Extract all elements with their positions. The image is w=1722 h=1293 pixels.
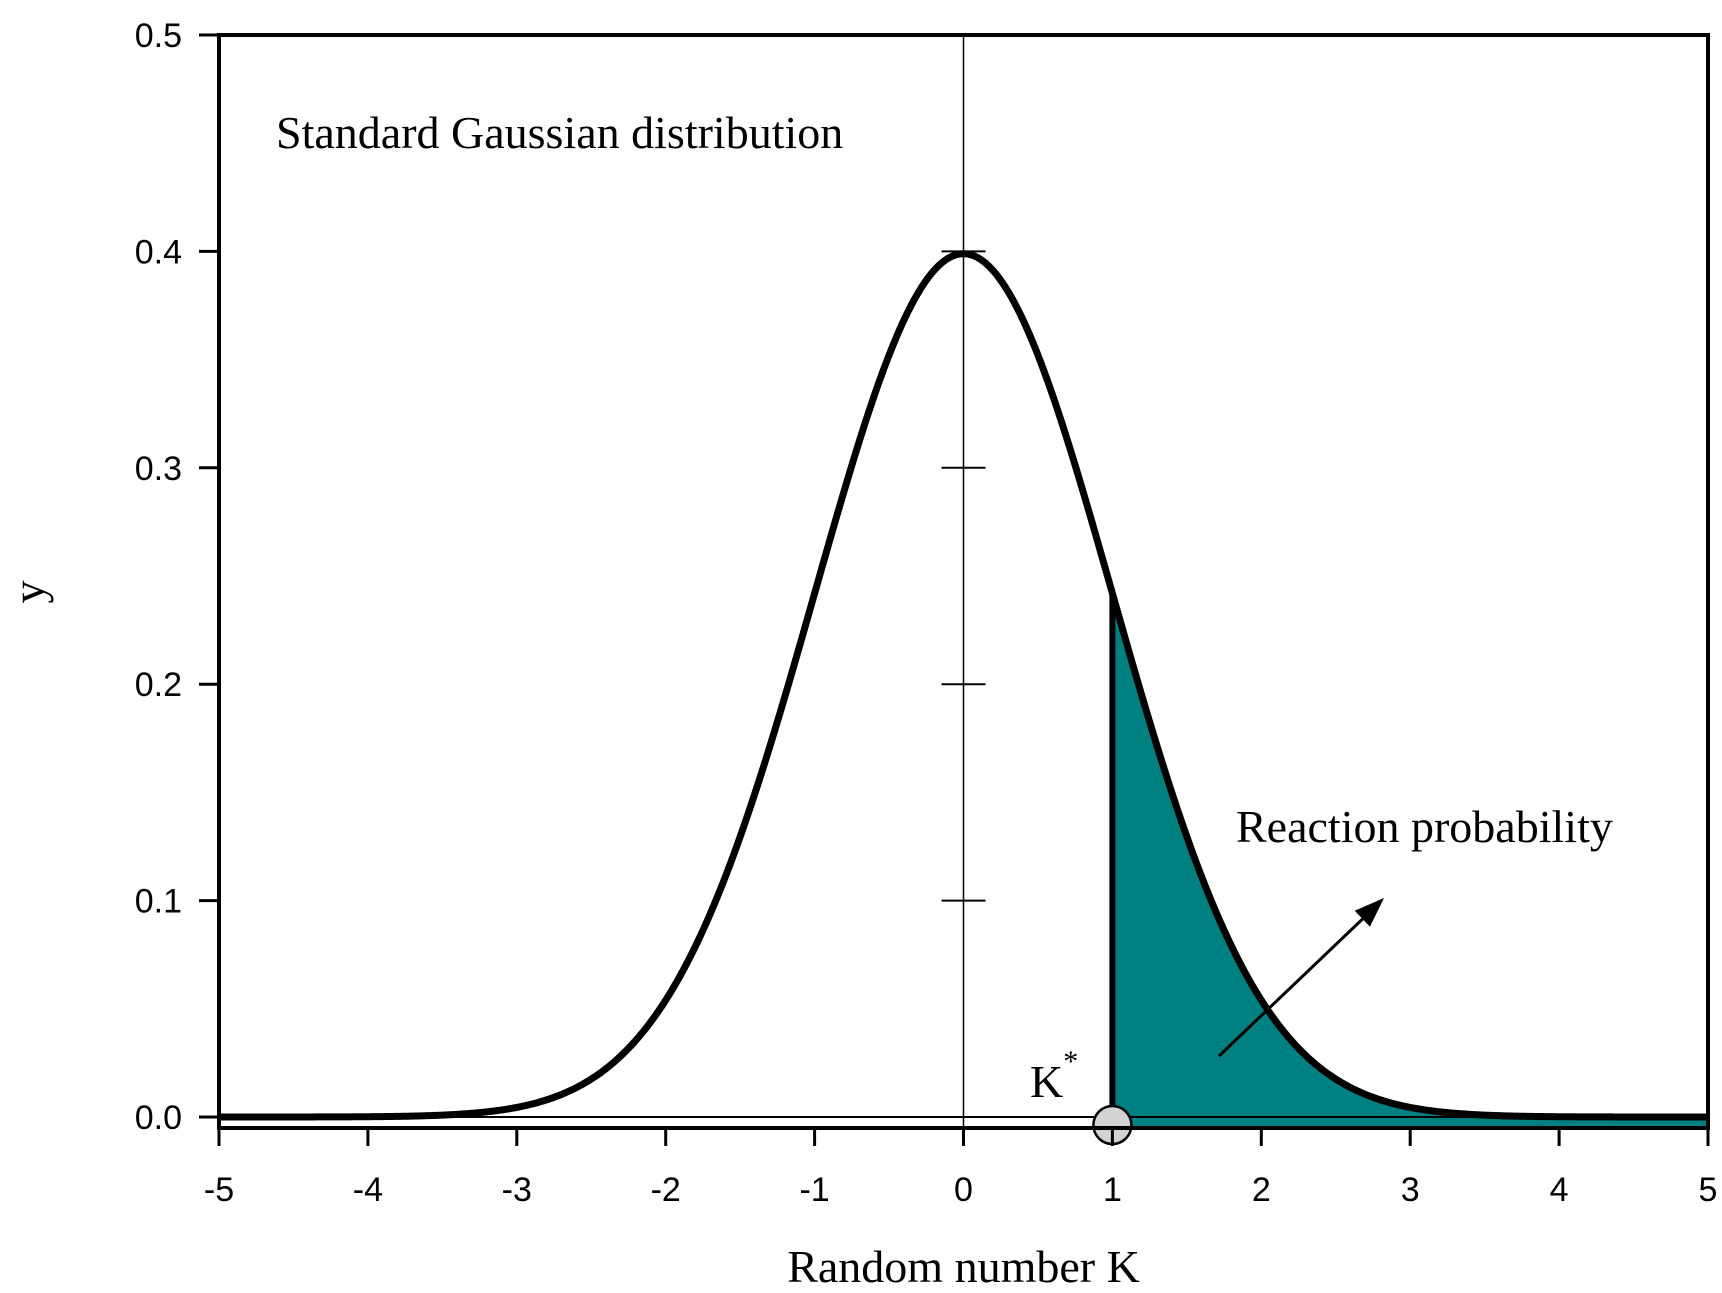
arrowhead-icon xyxy=(1354,898,1384,927)
shaded-tail-area xyxy=(1112,593,1708,1128)
threshold-label-main: K xyxy=(1030,1056,1063,1107)
threshold-layer xyxy=(1092,593,1133,1146)
y-tick-label: 0.3 xyxy=(135,450,182,488)
x-tick-label: -5 xyxy=(204,1171,234,1209)
gaussian-curve xyxy=(217,250,1710,1121)
y-tick-label: 0.4 xyxy=(135,233,182,271)
x-axis-ticks: -5 -4 -3 -2 -1 0 1 2 3 4 5 xyxy=(204,1128,1718,1209)
y-tick-label: 0.2 xyxy=(135,666,182,704)
reaction-probability-arrow xyxy=(1217,908,1374,1058)
x-axis-title: Random number K xyxy=(787,1241,1140,1292)
x-tick-label: -1 xyxy=(799,1171,829,1209)
reaction-probability-label: Reaction probability xyxy=(1236,801,1613,852)
y-axis-ticks: 0.0 0.1 0.2 0.3 0.4 0.5 xyxy=(135,17,219,1137)
x-tick-label: 1 xyxy=(1103,1171,1122,1209)
y-axis-title: y xyxy=(3,581,54,604)
x-tick-label: 4 xyxy=(1550,1171,1569,1209)
x-tick-label: -2 xyxy=(651,1171,681,1209)
x-tick-label: -4 xyxy=(353,1171,383,1209)
x-tick-label: 2 xyxy=(1252,1171,1271,1209)
curve-layer xyxy=(217,250,1710,1121)
y-tick-label: 0.0 xyxy=(135,1099,182,1137)
threshold-label: K* xyxy=(1030,1045,1078,1107)
x-tick-label: 3 xyxy=(1401,1171,1420,1209)
shaded-area-layer xyxy=(1112,593,1708,1128)
distribution-label: Standard Gaussian distribution xyxy=(276,107,843,158)
y-tick-label: 0.1 xyxy=(135,883,182,921)
x-tick-label: -3 xyxy=(502,1171,532,1209)
x-tick-label: 0 xyxy=(954,1171,973,1209)
threshold-label-superscript: * xyxy=(1063,1045,1078,1078)
x-tick-label: 5 xyxy=(1699,1171,1718,1209)
y-tick-label: 0.5 xyxy=(135,17,182,55)
inner-axis-layer xyxy=(219,35,1708,1128)
